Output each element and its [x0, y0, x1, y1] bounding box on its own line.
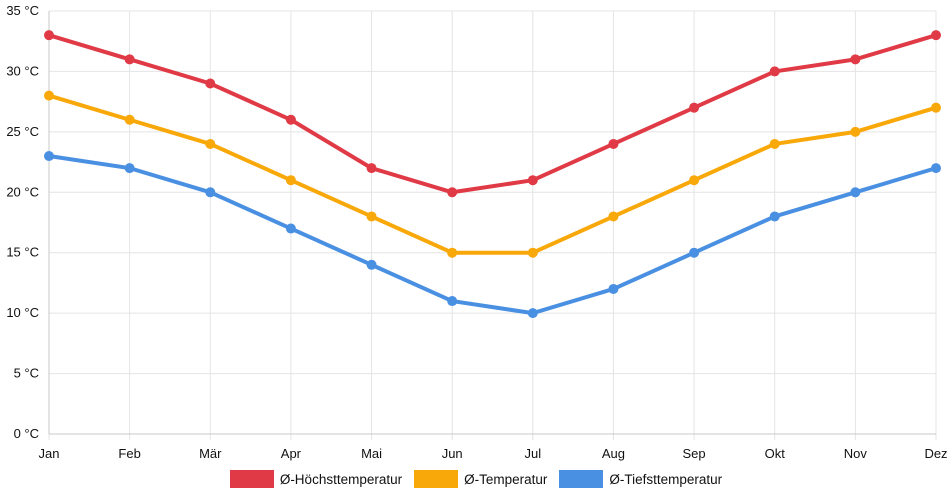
- series-line: [47, 154, 938, 316]
- data-point[interactable]: [285, 223, 296, 234]
- data-point[interactable]: [608, 211, 619, 222]
- data-point[interactable]: [527, 247, 538, 258]
- x-tick-label: Dez: [924, 446, 947, 461]
- legend-swatch: [229, 470, 274, 488]
- data-point[interactable]: [366, 163, 377, 174]
- line-chart: 0 °C 5 °C 10 °C 15 °C 20 °C 25 °C 30 °C 35 °C J…: [6, 3, 948, 461]
- legend-swatch: [559, 470, 604, 488]
- y-axis: 0 °C 5 °C 10 °C 15 °C 20 °C 25 °C 30 °C 35 °C: [6, 3, 39, 441]
- x-tick-label: Okt: [765, 446, 786, 461]
- data-point[interactable]: [447, 296, 458, 307]
- y-tick-label: 10 °C: [6, 305, 39, 320]
- legend-item[interactable]: Ø-Temperatur: [414, 470, 547, 488]
- x-tick-label: Mai: [361, 446, 382, 461]
- legend-swatch: [414, 470, 459, 488]
- data-point[interactable]: [447, 247, 458, 258]
- y-tick-label: 25 °C: [6, 124, 39, 139]
- data-point[interactable]: [124, 54, 135, 65]
- data-point[interactable]: [366, 211, 377, 222]
- data-point[interactable]: [124, 114, 135, 125]
- x-tick-label: Jan: [39, 446, 60, 461]
- series-line: [47, 33, 938, 195]
- series-line: [47, 93, 938, 255]
- data-point[interactable]: [527, 175, 538, 186]
- data-point[interactable]: [850, 187, 861, 198]
- y-tick-label: 5 °C: [14, 366, 39, 381]
- data-point[interactable]: [44, 30, 54, 41]
- y-tick-label: 0 °C: [14, 426, 39, 441]
- data-point[interactable]: [44, 151, 54, 162]
- data-point[interactable]: [608, 283, 619, 294]
- x-tick-label: Jun: [442, 446, 463, 461]
- chart-legend: Ø-Höchsttemperatur Ø-Temperatur Ø-Tiefstte…: [0, 470, 952, 488]
- x-tick-label: Mär: [199, 446, 222, 461]
- y-tick-label: 15 °C: [6, 245, 39, 260]
- data-point[interactable]: [285, 114, 296, 125]
- data-point[interactable]: [205, 138, 216, 149]
- data-point[interactable]: [527, 308, 538, 319]
- data-point[interactable]: [205, 187, 216, 198]
- legend-item[interactable]: Ø-Höchsttemperatur: [229, 470, 403, 488]
- x-tick-label: Sep: [683, 446, 706, 461]
- data-point[interactable]: [850, 54, 861, 65]
- x-axis: Jan Feb Mär Apr Mai Jun Jul Aug Sep Okt Nov Dez: [39, 446, 948, 461]
- y-tick-label: 20 °C: [6, 184, 39, 199]
- legend-label: Ø-Höchsttemperatur: [279, 471, 403, 487]
- legend-label: Ø-Temperatur: [464, 471, 548, 487]
- y-tick-label: 35 °C: [6, 3, 39, 18]
- series-2: [44, 90, 941, 258]
- data-point[interactable]: [447, 187, 458, 198]
- y-tick-label: 30 °C: [6, 63, 39, 78]
- x-tick-label: Feb: [118, 446, 140, 461]
- x-tick-label: Aug: [602, 446, 625, 461]
- data-point[interactable]: [931, 30, 941, 41]
- data-point[interactable]: [850, 126, 861, 137]
- data-point[interactable]: [205, 78, 216, 89]
- data-point[interactable]: [124, 163, 135, 174]
- data-point[interactable]: [689, 175, 700, 186]
- data-point[interactable]: [44, 90, 54, 101]
- data-point[interactable]: [366, 259, 377, 270]
- data-point[interactable]: [608, 138, 619, 149]
- data-point[interactable]: [931, 163, 941, 174]
- data-point[interactable]: [689, 247, 700, 258]
- data-point[interactable]: [769, 211, 780, 222]
- data-point[interactable]: [689, 102, 700, 113]
- data-point[interactable]: [285, 175, 296, 186]
- x-tick-label: Nov: [844, 446, 868, 461]
- data-point[interactable]: [931, 102, 941, 113]
- legend-item[interactable]: Ø-Tiefsttemperatur: [559, 470, 722, 488]
- x-tick-label: Apr: [281, 446, 302, 461]
- x-tick-label: Jul: [525, 446, 542, 461]
- data-point[interactable]: [769, 138, 780, 149]
- chart-series: [44, 30, 941, 319]
- series-1: [44, 30, 941, 198]
- legend-label: Ø-Tiefsttemperatur: [609, 471, 723, 487]
- data-point[interactable]: [769, 66, 780, 77]
- series-3: [44, 151, 941, 319]
